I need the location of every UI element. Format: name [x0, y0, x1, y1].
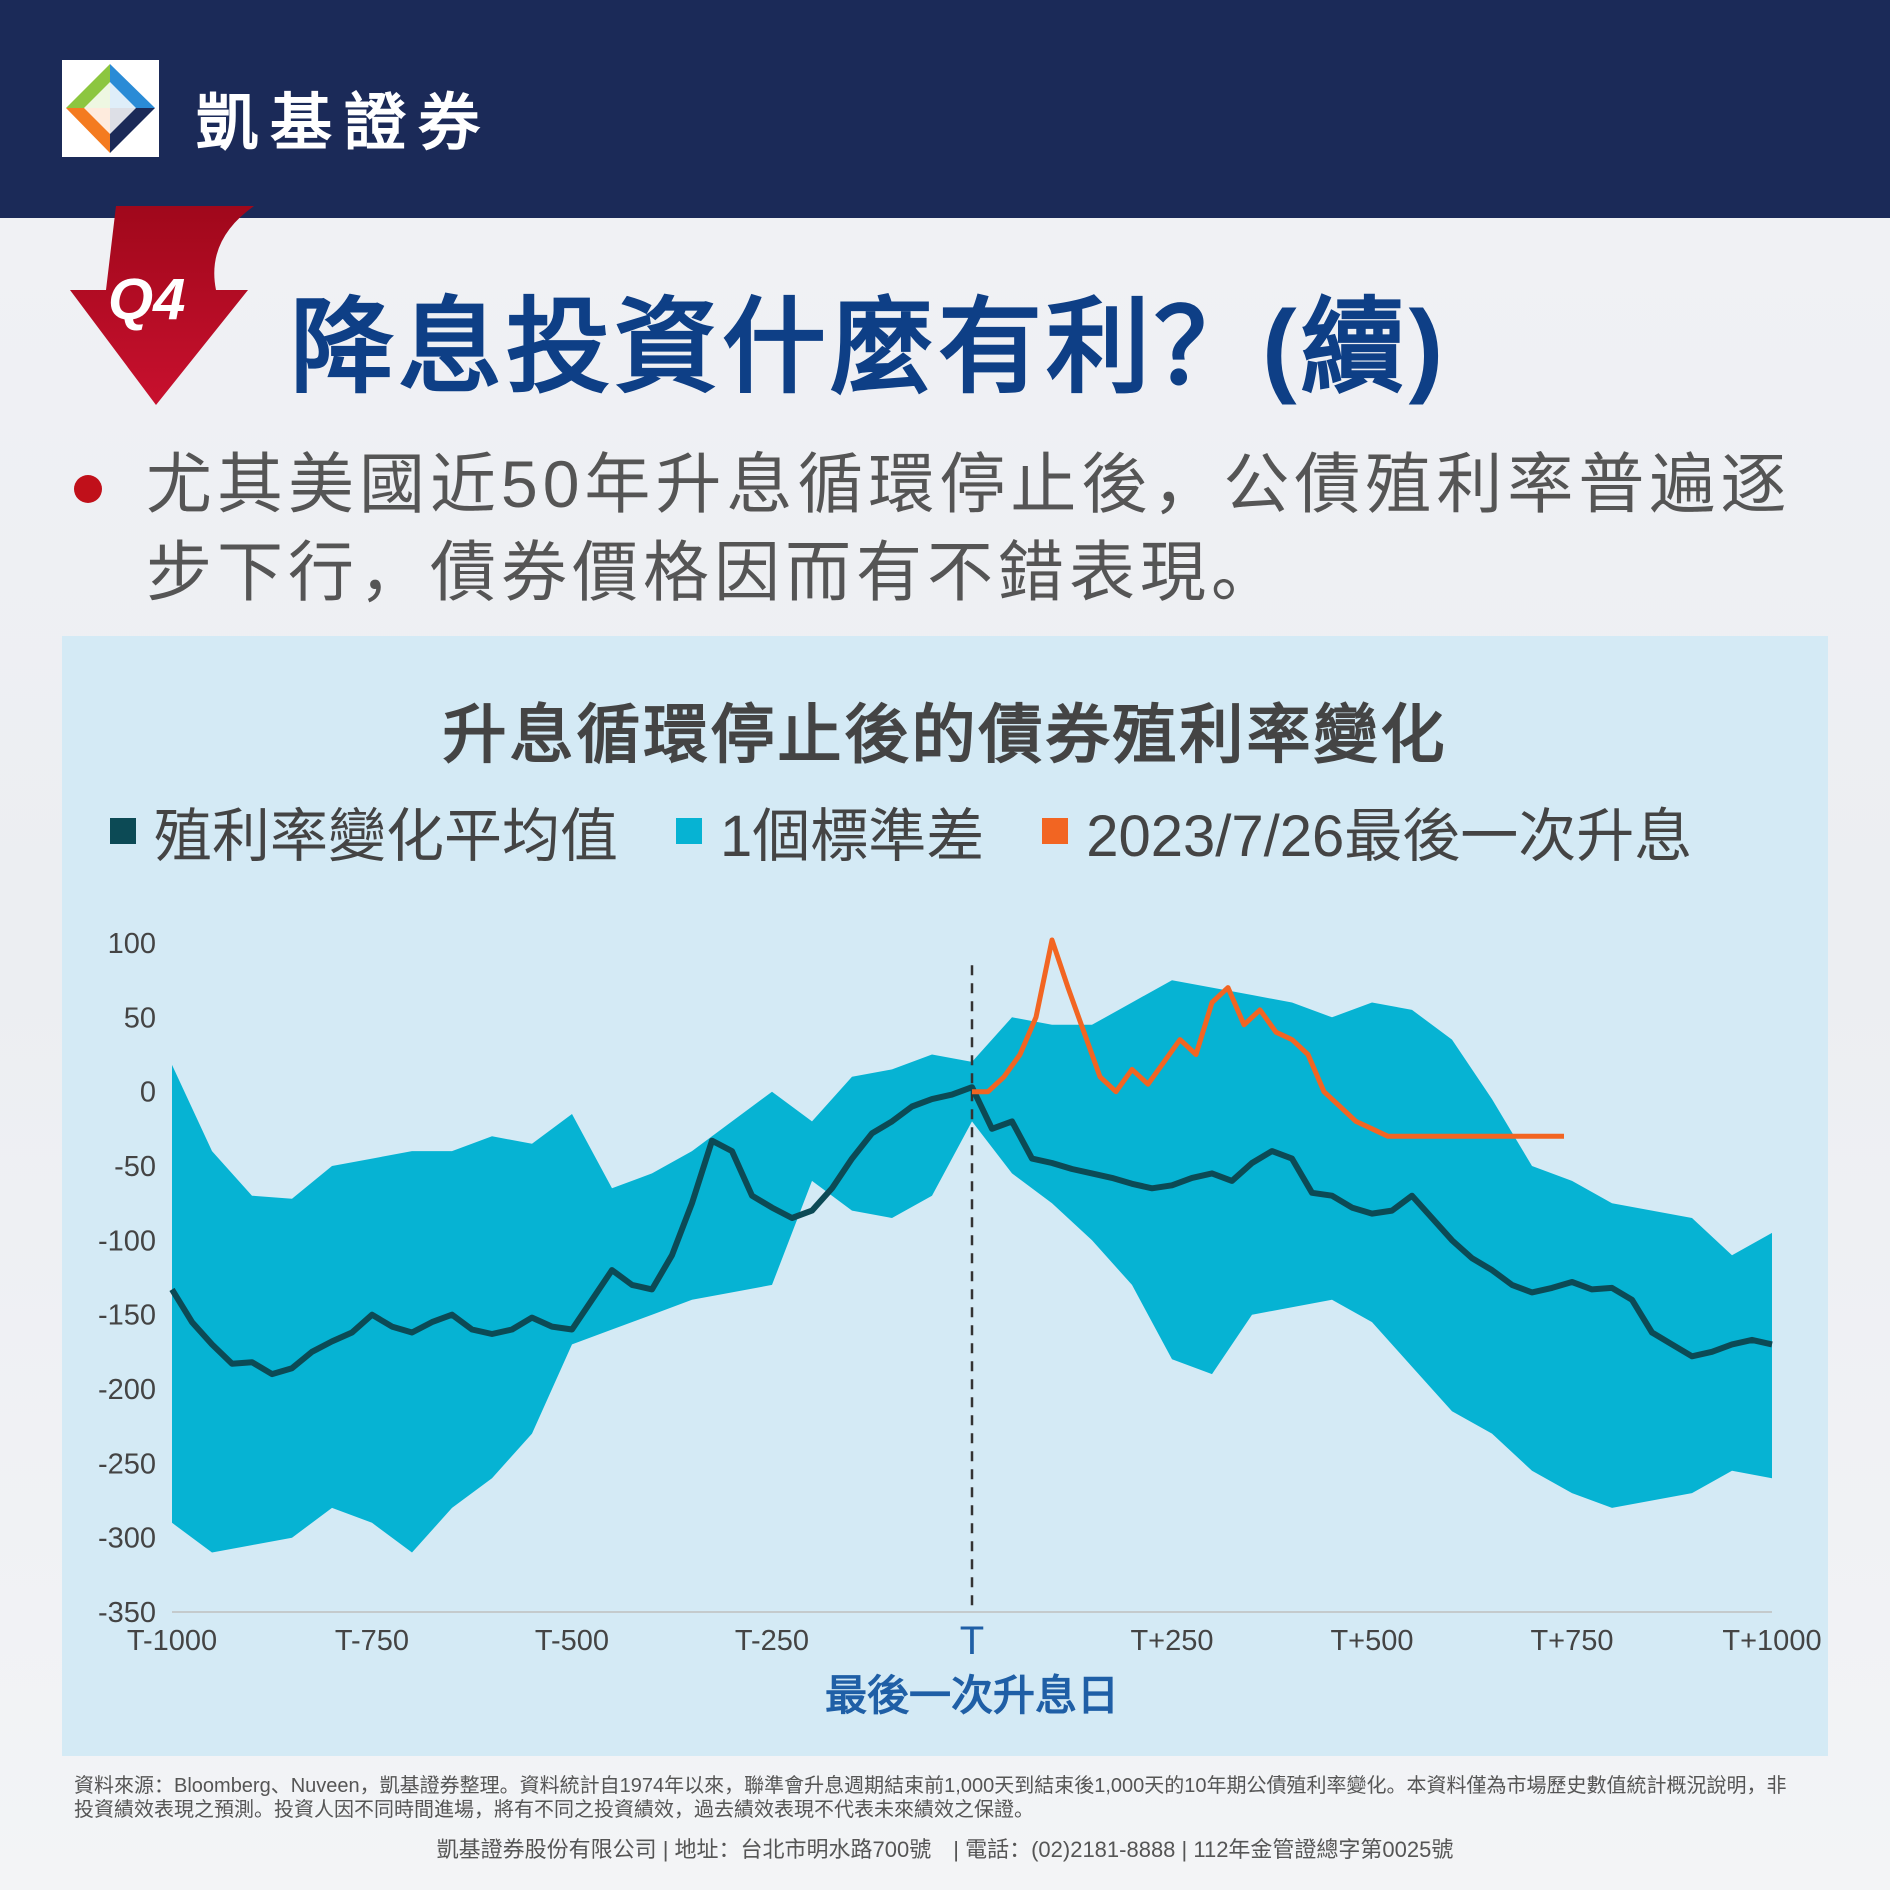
legend-item-std: 1個標準差 — [676, 789, 984, 873]
legend-swatch-mean — [110, 818, 136, 844]
x-tick-label: T-250 — [735, 1625, 809, 1657]
x-tick-label: T-1000 — [127, 1625, 217, 1657]
y-tick-label: -150 — [98, 1300, 156, 1332]
x-axis-title: 最後一次升息日 — [825, 1672, 1119, 1719]
std-band-area — [172, 980, 1772, 1553]
page-title: 降息投資什麼有利？(續) — [290, 290, 1448, 406]
header-bar: 凱基證券 — [0, 0, 1890, 218]
q-badge-label: Q4 — [108, 267, 186, 332]
y-tick-label: 50 — [124, 1002, 156, 1034]
bullet-dot-icon — [74, 475, 102, 503]
q-badge-icon: Q4 — [66, 200, 256, 410]
chart-panel: 升息循環停止後的債券殖利率變化 殖利率變化平均值 1個標準差 2023/7/26… — [62, 636, 1828, 1756]
legend-item-mean: 殖利率變化平均值 — [110, 789, 618, 873]
legend-label-std: 1個標準差 — [720, 804, 985, 869]
y-tick-label: -250 — [98, 1448, 156, 1480]
footer: 凱基證券股份有限公司 | 地址：台北市明水路700號 | 電話：(02)2181… — [436, 1837, 1454, 1862]
x-tick-label: T-750 — [335, 1625, 409, 1657]
y-tick-label: -100 — [98, 1225, 156, 1257]
y-tick-label: 100 — [108, 928, 156, 960]
legend-swatch-std — [676, 818, 703, 844]
y-tick-label: -300 — [98, 1523, 156, 1555]
chart-title: 升息循環停止後的債券殖利率變化 — [442, 699, 1448, 771]
legend-item-latest: 2023/7/26最後一次升息 — [1042, 789, 1692, 873]
y-tick-label: -200 — [98, 1374, 156, 1406]
x-tick-label: T+1000 — [1722, 1625, 1821, 1657]
y-tick-label: 0 — [140, 1077, 156, 1109]
series-line-latest — [972, 937, 1564, 1139]
y-tick-label: -50 — [114, 1151, 156, 1183]
brand-name: 凱基證券 — [196, 89, 493, 158]
x-tick-label: T — [960, 1619, 984, 1663]
chart-legend: 殖利率變化平均值 1個標準差 2023/7/26最後一次升息 — [110, 796, 1810, 869]
series-line-mean — [169, 1084, 1773, 1378]
footnote: 資料來源：Bloomberg、Nuveen，凱基證券整理。資料統計自1974年以… — [74, 1775, 1787, 1821]
x-tick-label: T+250 — [1130, 1625, 1213, 1657]
x-tick-label: T-500 — [535, 1625, 609, 1657]
legend-swatch-latest — [1042, 818, 1069, 844]
x-tick-label: T+500 — [1330, 1625, 1413, 1657]
legend-label-latest: 2023/7/26最後一次升息 — [1086, 804, 1693, 869]
logo-icon — [62, 60, 159, 157]
y-tick-label: -350 — [98, 1597, 156, 1629]
bullet-text: 尤其美國近50年升息循環停止後，公債殖利率普遍逐步下行，債券價格因而有不錯表現。 — [146, 447, 1792, 609]
legend-label-mean: 殖利率變化平均值 — [154, 804, 619, 869]
x-tick-label: T+750 — [1530, 1625, 1613, 1657]
